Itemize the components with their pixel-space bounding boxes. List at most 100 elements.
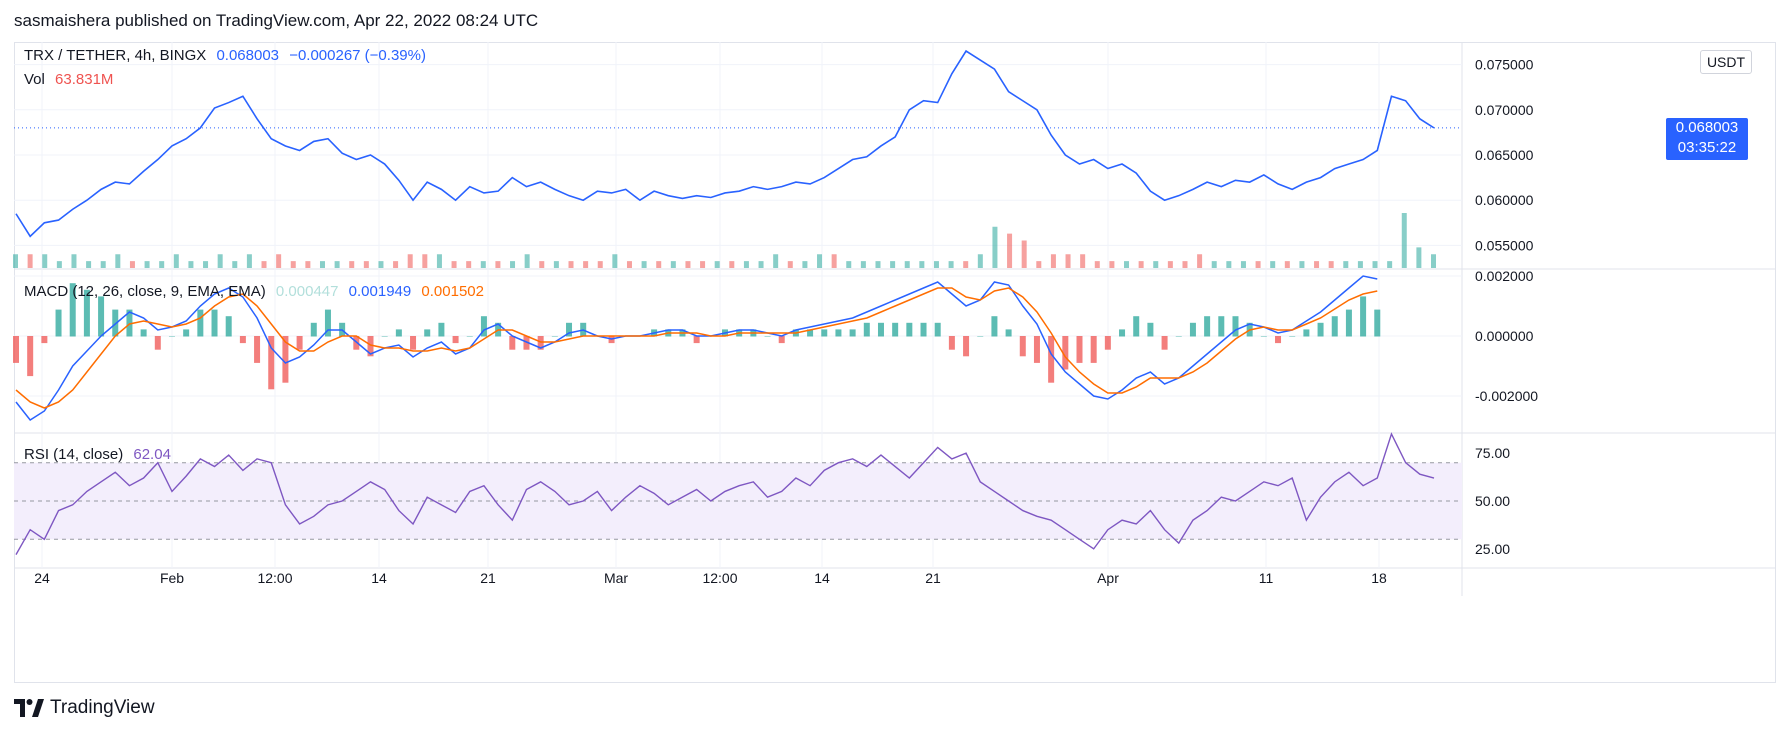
currency-button[interactable]: USDT [1700, 50, 1752, 74]
macd-line [15, 275, 1378, 421]
macd-histogram-bar [452, 336, 459, 344]
volume-bar [1314, 261, 1320, 268]
price-legend: TRX / TETHER, 4h, BINGX 0.068003 −0.0002… [24, 47, 432, 64]
macd-histogram-bar [282, 336, 289, 383]
volume-bar [846, 261, 852, 268]
macd-histogram-bar [254, 336, 261, 363]
volume-bar [919, 261, 925, 268]
volume-bar [188, 261, 194, 268]
macd-label[interactable]: MACD (12, 26, close, 9, EMA, EMA) [24, 283, 266, 300]
rsi-label[interactable]: RSI (14, close) [24, 446, 124, 463]
volume-bar [1401, 213, 1407, 268]
volume-bar [495, 261, 501, 268]
volume-bar [1240, 261, 1246, 268]
volume-bar [56, 261, 62, 268]
volume-bar [1197, 254, 1203, 268]
volume-bar [86, 261, 92, 268]
volume-bar [378, 261, 384, 268]
x-axis-tick-label: 11 [1259, 570, 1274, 586]
volume-bar [71, 254, 77, 268]
volume-bar [714, 261, 720, 268]
macd-histogram-bar [268, 336, 275, 390]
x-axis-tick-label: 21 [480, 570, 496, 586]
macd-histogram-bar [410, 336, 417, 350]
x-axis-tick-label: 12:00 [702, 570, 737, 586]
macd-histogram-bar [424, 329, 431, 337]
macd-histogram-bar [963, 336, 970, 357]
x-axis-tick-label: 14 [371, 570, 387, 586]
macd-line-value: 0.001949 [348, 283, 412, 300]
macd-histogram-bar [1275, 336, 1282, 344]
macd-histogram-bar [906, 322, 913, 337]
volume-bar [612, 254, 618, 268]
macd-histogram-bar [877, 322, 884, 337]
volume-bar [904, 261, 910, 268]
publish-line: sasmaishera published on TradingView.com… [14, 11, 539, 30]
macd-histogram-bar [197, 309, 204, 337]
volume-bar [656, 261, 662, 268]
volume-bar [246, 254, 252, 268]
macd-histogram-bar [693, 336, 700, 344]
price-change: −0.000267 (−0.39%) [289, 47, 426, 64]
volume-bar [626, 261, 632, 268]
volume-bar [977, 254, 983, 268]
macd-histogram-bar [1005, 329, 1012, 337]
volume-bar [1036, 261, 1042, 268]
tradingview-logo-icon [14, 699, 44, 717]
volume-bar [436, 254, 442, 268]
macd-histogram-bar [140, 329, 147, 337]
volume-bar [1431, 254, 1436, 268]
volume-bar [144, 261, 150, 268]
rsi-axis-tick-label: 25.00 [1475, 541, 1510, 557]
macd-histogram-bar [126, 309, 133, 337]
macd-histogram-bar [98, 296, 105, 337]
symbol-label[interactable]: TRX / TETHER, 4h, BINGX [24, 47, 207, 64]
volume-bar [173, 254, 179, 268]
volume-bar [466, 261, 472, 268]
volume-bar [217, 254, 223, 268]
volume-bar [1021, 240, 1027, 268]
volume-bar [1094, 261, 1100, 268]
macd-histogram-bar [69, 283, 76, 337]
volume-bar [1080, 254, 1086, 268]
volume-bar [860, 261, 866, 268]
volume-bar [568, 261, 574, 268]
volume-bar [773, 254, 779, 268]
volume-bar [290, 261, 296, 268]
macd-histogram-bar [1133, 316, 1140, 337]
volume-bar [1284, 261, 1290, 268]
volume-bar [933, 261, 939, 268]
volume-bar [758, 261, 764, 268]
volume-bar [1328, 261, 1334, 268]
macd-histogram-bar [1175, 336, 1182, 337]
x-axis-tick-label: 18 [1371, 570, 1387, 586]
volume-bar [641, 261, 647, 268]
macd-histogram-bar [211, 309, 218, 337]
macd-histogram-bar [381, 336, 388, 337]
x-axis-tick-label: Apr [1097, 570, 1119, 586]
macd-histogram-bar [1204, 316, 1211, 337]
macd-histogram-bar [821, 329, 828, 337]
macd-histogram-bar [778, 336, 785, 344]
footer-brand[interactable]: TradingView [14, 697, 155, 719]
x-axis-tick-label: Feb [160, 570, 184, 586]
macd-axis-tick-label: 0.000000 [1475, 328, 1534, 344]
volume-bar [1153, 261, 1159, 268]
volume-bar [1226, 261, 1232, 268]
macd-histogram-bar [168, 336, 175, 337]
price-line [15, 49, 1435, 238]
macd-histogram-bar [849, 329, 856, 337]
price-tag-countdown: 03:35:22 [1677, 139, 1737, 156]
macd-histogram-bar [310, 322, 317, 337]
x-axis-tick-label: 12:00 [257, 570, 292, 586]
price-axis-tick-label: 0.075000 [1475, 57, 1534, 73]
price-axis-tick-label: 0.070000 [1475, 102, 1534, 118]
volume-bar [729, 261, 735, 268]
macd-histogram-bar [509, 336, 516, 350]
price-axis-tick-label: 0.055000 [1475, 237, 1534, 253]
macd-histogram-bar [395, 329, 402, 337]
volume-bar [743, 261, 749, 268]
macd-histogram-bar [183, 329, 190, 337]
volume-bar [1211, 261, 1217, 268]
